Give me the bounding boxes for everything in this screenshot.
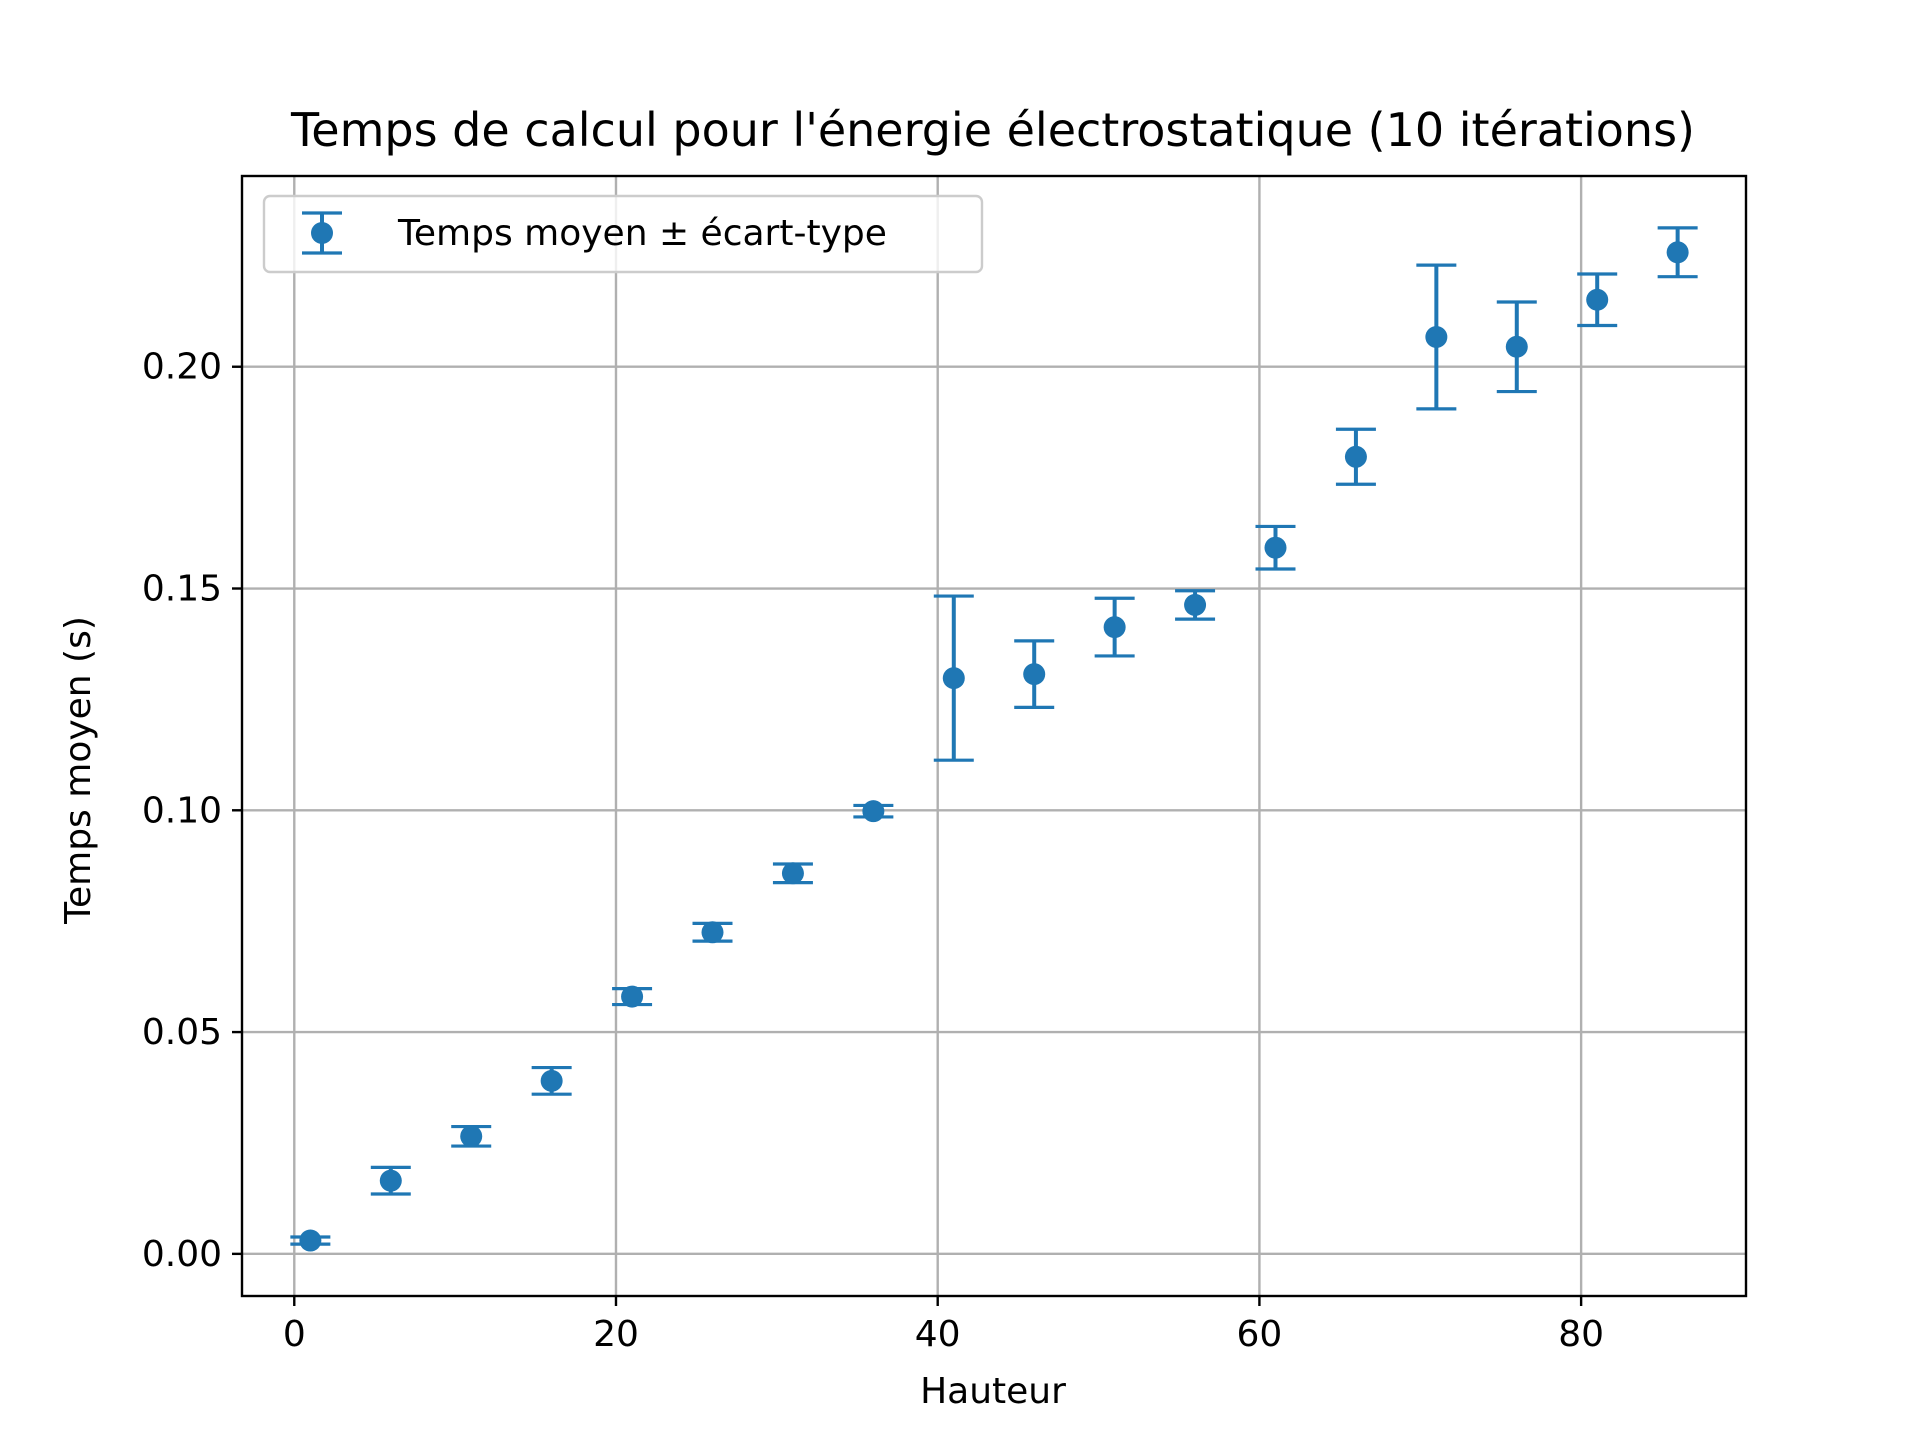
data-point (1505, 335, 1528, 358)
y-tick-label: 0.20 (142, 347, 222, 388)
legend: Temps moyen ± écart-type (262, 194, 984, 274)
legend-label: Temps moyen ± écart-type (397, 213, 887, 254)
y-tick-label: 0.05 (142, 1012, 222, 1053)
data-points (299, 241, 1689, 1252)
y-tick-label: 0.15 (142, 569, 222, 610)
legend-box (262, 194, 984, 274)
plot-frame (240, 174, 1748, 1298)
y-axis-ticks: 0.00 0.05 0.10 0.15 0.20 (142, 347, 242, 1275)
x-tick-label: 20 (593, 1314, 639, 1355)
data-point (1425, 326, 1448, 349)
data-point (1023, 663, 1046, 686)
data-point (299, 1229, 322, 1252)
data-point (1103, 616, 1126, 639)
x-axis-label: Hauteur (920, 1371, 1066, 1412)
data-point (1666, 241, 1689, 264)
y-axis-label: Temps moyen (s) (58, 616, 99, 925)
data-point (379, 1169, 402, 1192)
legend-point (311, 222, 333, 244)
data-point (1264, 536, 1287, 559)
x-tick-label: 0 (283, 1314, 306, 1355)
data-point (1184, 593, 1207, 616)
x-axis-ticks: 0 20 40 60 80 (283, 1296, 1604, 1355)
x-tick-label: 60 (1237, 1314, 1283, 1355)
y-tick-label: 0.10 (142, 790, 222, 831)
data-point (460, 1125, 483, 1148)
x-tick-label: 40 (915, 1314, 961, 1355)
data-point (942, 667, 965, 690)
y-tick-label: 0.00 (142, 1234, 222, 1275)
data-point (701, 921, 724, 944)
data-point (1344, 445, 1367, 468)
chart-title: Temps de calcul pour l'énergie électrost… (290, 103, 1695, 157)
legend-marker (302, 211, 342, 255)
data-point (862, 800, 885, 823)
data-point (621, 985, 644, 1008)
data-point (540, 1069, 563, 1092)
data-point (781, 862, 804, 885)
grid (242, 176, 1746, 1296)
data-point (1586, 288, 1609, 311)
x-tick-label: 80 (1558, 1314, 1604, 1355)
